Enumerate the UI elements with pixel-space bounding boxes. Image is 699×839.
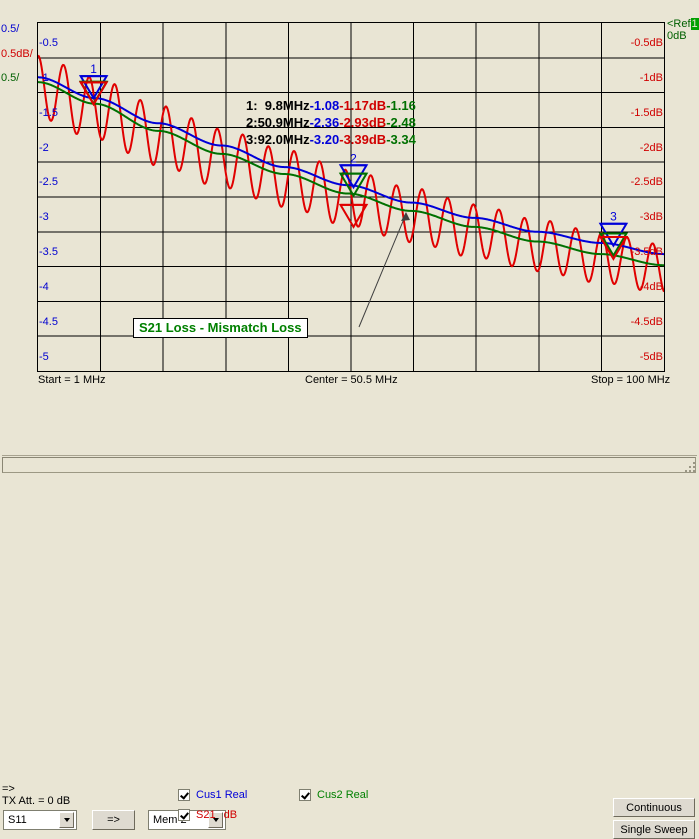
table-row: 1: 9.8MHz -1.08 -1.17dB -1.16 <box>246 97 416 114</box>
table-row: 3: 92.0MHz -3.20 -3.39dB -3.34 <box>246 131 416 148</box>
marker-cus1: -2.36 <box>309 115 340 130</box>
ytick-right-3: -1.5dB <box>630 107 663 119</box>
marker-cus1: -3.20 <box>309 132 340 147</box>
marker-index: 2: <box>246 115 258 130</box>
marker-readout-table: 1: 9.8MHz -1.08 -1.17dB -1.16 2: 50.9MHz… <box>246 97 416 148</box>
plot-region: 0.5/ 0.5dB/ 0.5/ <Ref1 0dB <box>0 0 699 398</box>
scale-per-div-cus2: 0.5/ <box>1 72 20 84</box>
single-sweep-button[interactable]: Single Sweep <box>613 820 695 839</box>
vna-application-window: 0.5/ 0.5dB/ 0.5/ <Ref1 0dB <box>0 0 699 475</box>
copy-to-memory-button[interactable]: => <box>92 810 135 830</box>
ytick-left-3: -1.5 <box>39 107 58 119</box>
checkbox-s21-label: S21 <box>196 809 216 821</box>
ref-value: 0dB <box>667 30 687 42</box>
ytick-right-6: -3dB <box>639 211 663 223</box>
marker-cus2: -2.48 <box>386 115 416 130</box>
ytick-right-10: -5dB <box>639 351 663 363</box>
checkbox-cus2-real-label: Cus2 Real <box>317 789 369 801</box>
scale-per-div-s21: 0.5dB/ <box>1 48 33 60</box>
checkbox-s21-db[interactable]: S21 dB <box>178 809 237 821</box>
marker-frequency: 9.8MHz <box>264 98 310 113</box>
marker-s21: -3.39dB <box>339 132 387 147</box>
marker-index: 1: <box>246 98 258 113</box>
continuous-button[interactable]: Continuous <box>613 798 695 817</box>
ref-label: <Ref <box>667 18 691 30</box>
ytick-right-2: -1dB <box>639 72 663 84</box>
checkbox-cus2-real[interactable]: Cus2 Real <box>299 789 368 801</box>
checkbox-cus1-real[interactable]: Cus1 Real <box>178 789 247 801</box>
ytick-left-5: -2.5 <box>39 176 58 188</box>
annotation-callout: S21 Loss - Mismatch Loss <box>133 318 308 338</box>
ref-index: 1 <box>690 18 699 30</box>
checkbox-s21-unit: dB <box>223 809 238 821</box>
marker-cus1: -1.08 <box>309 98 340 113</box>
input-direction-indicator: => <box>2 783 15 795</box>
ytick-right-7: -3.5dB <box>630 246 663 258</box>
ytick-left-1: -0.5 <box>39 37 58 49</box>
marker-index: 3: <box>246 132 258 147</box>
freq-center-label: Center = 50.5 MHz <box>305 374 398 386</box>
scale-per-div-cus1: 0.5/ <box>1 23 20 35</box>
control-panel: => TX Att. = 0 dB S11 => Mem 2 Cus1 Real… <box>0 386 699 839</box>
ytick-right-1: -0.5dB <box>630 37 663 49</box>
ytick-left-6: -3 <box>39 211 49 223</box>
panel-divider <box>2 455 697 456</box>
marker-frequency: 50.9MHz <box>257 115 310 130</box>
marker-cus2: -1.16 <box>386 98 416 113</box>
marker-cus2: -3.34 <box>386 132 416 147</box>
ytick-left-10: -5 <box>39 351 49 363</box>
freq-start-label: Start = 1 MHz <box>38 374 106 386</box>
checkbox-icon[interactable] <box>178 809 190 821</box>
marker-s21: -2.93dB <box>339 115 387 130</box>
ytick-left-4: -2 <box>39 142 49 154</box>
marker-frequency: 92.0MHz <box>257 132 310 147</box>
freq-stop-label: Stop = 100 MHz <box>591 374 671 386</box>
marker-s21: -1.17dB <box>339 98 387 113</box>
ytick-right-8: -4dB <box>639 281 663 293</box>
grid-lines <box>38 23 664 371</box>
checkbox-cus1-real-label: Cus1 Real <box>196 789 248 801</box>
resize-grip-icon[interactable] <box>683 460 697 474</box>
ytick-left-9: -4.5 <box>39 316 58 328</box>
ytick-left-8: -4 <box>39 281 49 293</box>
table-row: 2: 50.9MHz -2.36 -2.93dB -2.48 <box>246 114 416 131</box>
ytick-right-5: -2.5dB <box>630 176 663 188</box>
chevron-down-icon[interactable] <box>59 812 74 828</box>
parameter-select[interactable]: S11 <box>3 810 77 830</box>
tx-attenuation-label: TX Att. = 0 dB <box>2 795 71 807</box>
reference-level-indicator[interactable]: <Ref1 0dB <box>667 18 699 42</box>
parameter-select-value: S11 <box>8 814 27 826</box>
ytick-left-7: -3.5 <box>39 246 58 258</box>
status-bar <box>2 457 696 473</box>
checkbox-icon[interactable] <box>178 789 190 801</box>
ytick-right-9: -4.5dB <box>630 316 663 328</box>
checkbox-icon[interactable] <box>299 789 311 801</box>
ytick-left-2: -1 <box>39 72 49 84</box>
ytick-right-4: -2dB <box>639 142 663 154</box>
